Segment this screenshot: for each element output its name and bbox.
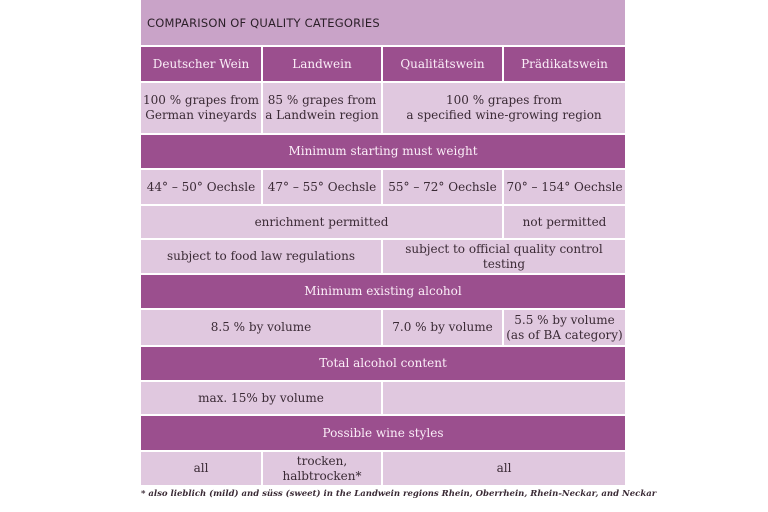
min-alcohol-cell: 8.5 % by volume xyxy=(141,310,381,345)
origin-cell: 85 % grapes from a Landwein region xyxy=(263,83,381,133)
regulation-cell: subject to food law regulations xyxy=(141,240,381,273)
footnote: * also lieblich (mild) and süss (sweet) … xyxy=(141,489,657,499)
wine-styles-cell: all xyxy=(141,452,261,485)
wine-styles-cell: all xyxy=(383,452,625,485)
section-heading-total-alcohol: Total alcohol content xyxy=(141,347,625,380)
origin-cell: 100 % grapes from German vineyards xyxy=(141,83,261,133)
section-heading-wine-styles: Possible wine styles xyxy=(141,416,625,450)
must-weight-cell: 55° – 72° Oechsle xyxy=(383,170,502,204)
column-header-landwein: Landwein xyxy=(263,47,381,81)
min-alcohol-cell: 5.5 % by volume (as of BA category) xyxy=(504,310,625,345)
section-heading-min-alcohol: Minimum existing alcohol xyxy=(141,275,625,308)
wine-styles-cell: trocken, halbtrocken* xyxy=(263,452,381,485)
total-alcohol-cell xyxy=(383,382,625,414)
origin-cell: 100 % grapes from a specified wine-growi… xyxy=(383,83,625,133)
table-title: COMPARISON OF QUALITY CATEGORIES xyxy=(141,0,625,45)
section-heading-must-weight: Minimum starting must weight xyxy=(141,135,625,168)
column-header-praedikatswein: Prädikatswein xyxy=(504,47,625,81)
column-header-qualitaetswein: Qualitätswein xyxy=(383,47,502,81)
must-weight-cell: 70° – 154° Oechsle xyxy=(504,170,625,204)
must-weight-cell: 44° – 50° Oechsle xyxy=(141,170,261,204)
must-weight-cell: 47° – 55° Oechsle xyxy=(263,170,381,204)
enrichment-cell: not permitted xyxy=(504,206,625,238)
column-header-deutscher-wein: Deutscher Wein xyxy=(141,47,261,81)
regulation-cell: subject to official quality control test… xyxy=(383,240,625,273)
enrichment-cell: enrichment permitted xyxy=(141,206,502,238)
min-alcohol-cell: 7.0 % by volume xyxy=(383,310,502,345)
total-alcohol-cell: max. 15% by volume xyxy=(141,382,381,414)
